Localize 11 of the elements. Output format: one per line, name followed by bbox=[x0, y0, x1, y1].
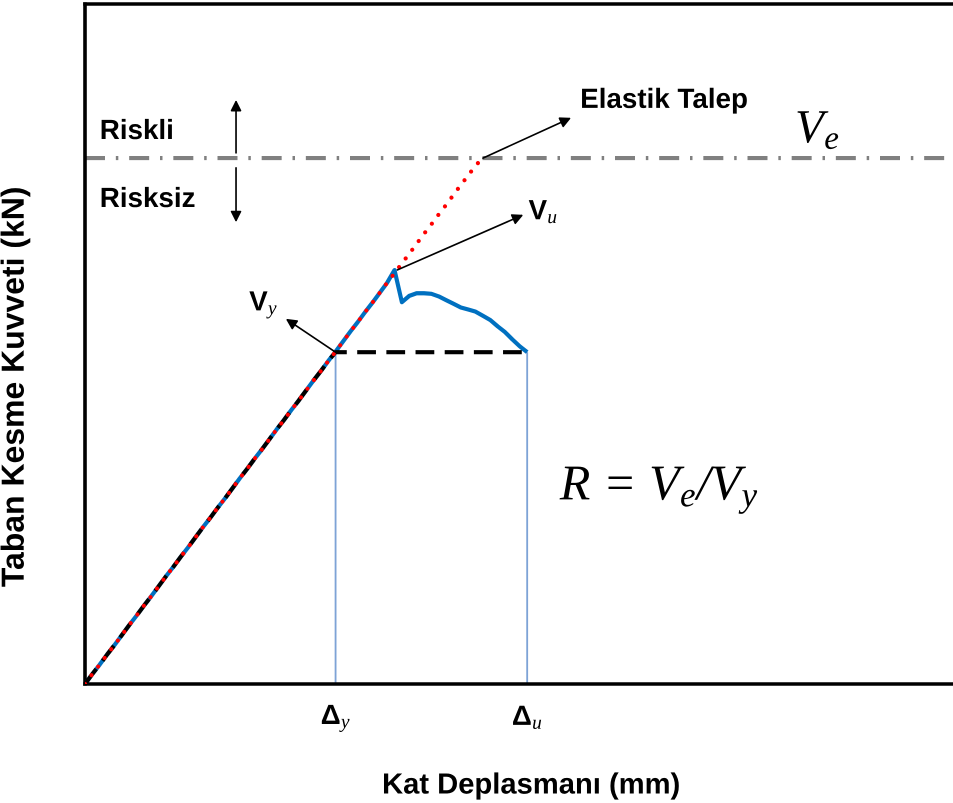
text: R = V$_{e}$/V$_{y}$ bbox=[560, 466, 758, 514]
x-tick-label: Δ$_{u}$ bbox=[513, 706, 542, 729]
annotation: V$_{u}$ bbox=[528, 200, 556, 224]
annotation: Risksiz bbox=[102, 186, 194, 208]
text: Riskli bbox=[102, 118, 172, 140]
x-axis-title: Kat Deplasmanı (mm) bbox=[384, 772, 679, 800]
x-tick-label: Δ$_{y}$ bbox=[322, 704, 350, 732]
ref-line-label: V$_{e}$ bbox=[797, 111, 838, 150]
y-axis-title: Taban Kesme Kuvveti (kN) bbox=[0, 188, 30, 587]
annotation: V$_{y}$ bbox=[249, 291, 277, 318]
annotation: Elastik Talep bbox=[582, 88, 747, 114]
